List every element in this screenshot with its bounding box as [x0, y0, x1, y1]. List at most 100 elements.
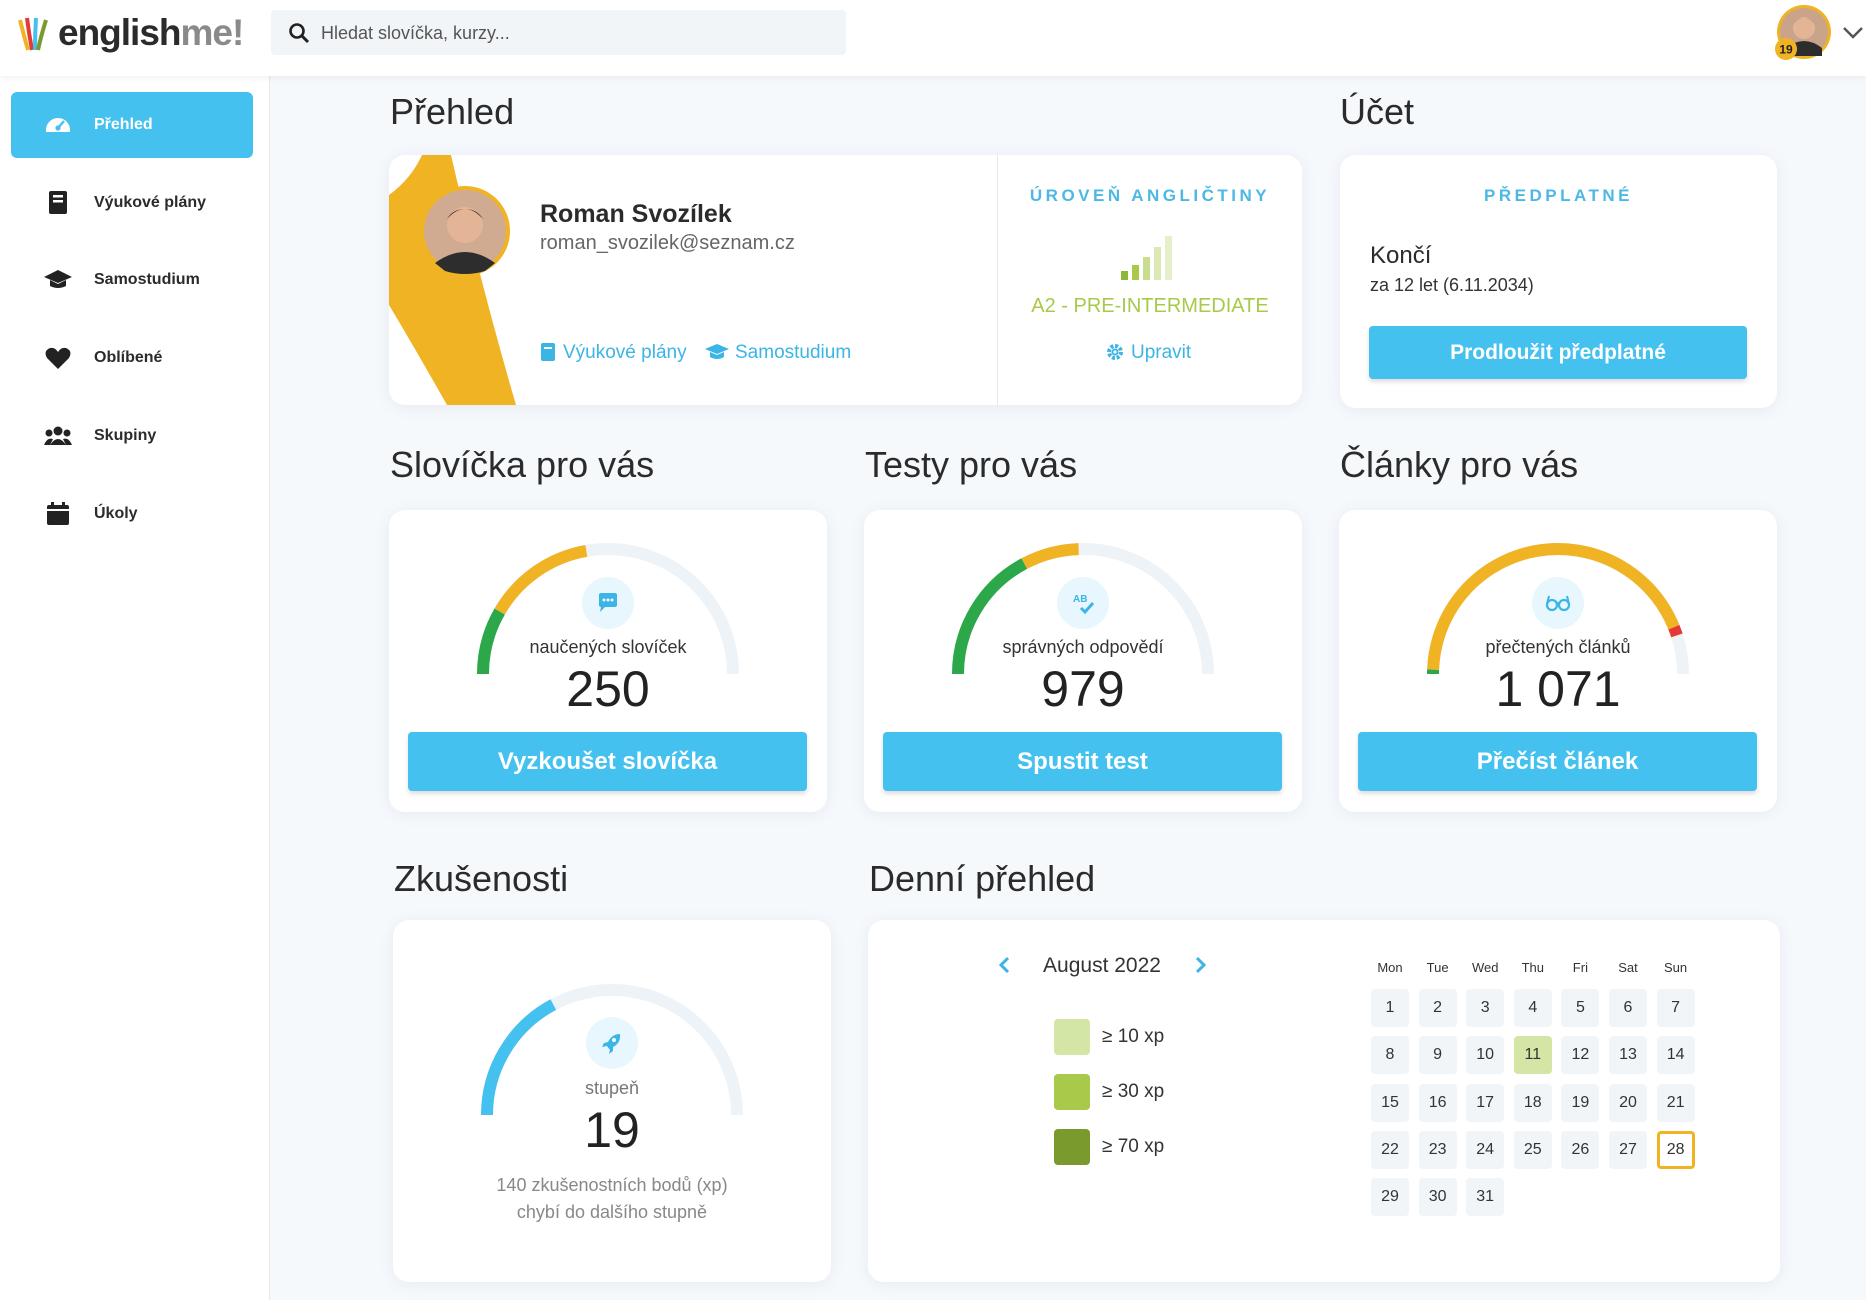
profile-link[interactable]: Samostudium	[735, 342, 852, 363]
user-menu[interactable]: 19	[1774, 4, 1866, 64]
action-button[interactable]: Spustit test	[883, 732, 1282, 791]
gauge-segment	[952, 558, 1028, 675]
account-card: PŘEDPLATNÉ Končí za 12 let (6.11.2034) P…	[1340, 155, 1777, 408]
stat-value: 979	[1041, 661, 1125, 717]
nav-item[interactable]: Skupiny	[11, 403, 253, 469]
legend-label: ≥ 10 xp	[1102, 1026, 1165, 1047]
nav-item[interactable]: Úkoly	[11, 481, 253, 547]
calendar-day[interactable]: 30	[1418, 1178, 1457, 1217]
experience-card: stupeň 19 140 zkušenostních bodů (xp) ch…	[393, 920, 831, 1282]
search-icon	[289, 23, 310, 44]
calendar-day[interactable]: 17	[1466, 1083, 1505, 1122]
calendar-day[interactable]: 13	[1609, 1036, 1647, 1075]
weekday: Mon	[1377, 960, 1403, 975]
logo-icon	[18, 17, 48, 51]
logo-main: english	[58, 12, 182, 53]
gauge-segment	[1668, 624, 1683, 638]
nav-icon	[44, 426, 72, 445]
search-placeholder: Hledat slovíčka, kurzy...	[321, 23, 510, 43]
gauge-icon	[1545, 595, 1571, 612]
nav-label: Výukové plány	[94, 193, 207, 211]
calendar-day[interactable]: 31	[1466, 1178, 1505, 1217]
section-title: Denní přehled	[869, 858, 1096, 899]
stat-value: 1 071	[1495, 661, 1621, 717]
calendar-day[interactable]: 23	[1418, 1130, 1457, 1169]
stat-card: AB správných odpovědí 979 Spustit test	[864, 510, 1302, 812]
action-button[interactable]: Přečíst článek	[1358, 732, 1757, 791]
logo[interactable]: englishme!	[58, 12, 244, 54]
gauge-icon	[602, 1034, 621, 1054]
calendar-day[interactable]: 1	[1371, 989, 1409, 1027]
calendar-day[interactable]: 22	[1371, 1130, 1409, 1169]
action-button[interactable]: Vyzkoušet slovíčka	[408, 732, 807, 791]
gauge-segment	[494, 544, 588, 615]
calendar-day[interactable]: 12	[1561, 1036, 1600, 1075]
calendar-day[interactable]: 7	[1656, 989, 1695, 1027]
legend-label: ≥ 30 xp	[1102, 1081, 1165, 1102]
calendar-day[interactable]: 6	[1609, 989, 1647, 1027]
nav-item[interactable]: Přehled	[11, 92, 253, 158]
calendar-day[interactable]: 8	[1371, 1036, 1409, 1075]
level-number: 19	[584, 1102, 640, 1158]
legend-swatch	[1054, 1074, 1090, 1110]
calendar-day[interactable]: 11	[1513, 1036, 1552, 1075]
gauge-icon	[599, 593, 617, 612]
edit-link[interactable]: Upravit	[1131, 342, 1192, 363]
calendar-day[interactable]: 21	[1656, 1083, 1695, 1122]
calendar-day[interactable]: 16	[1418, 1083, 1457, 1122]
xp-note: chybí do dalšího stupně	[516, 1202, 708, 1222]
calendar-day[interactable]: 24	[1466, 1130, 1505, 1169]
level-label: stupeň	[584, 1078, 640, 1098]
section-title: Zkušenosti	[394, 858, 569, 899]
top-bar: englishme! Hledat slovíčka, kurzy... 19	[0, 0, 1866, 76]
nav-icon	[44, 270, 72, 289]
calendar-day[interactable]: 5	[1561, 989, 1600, 1027]
calendar-day[interactable]: 20	[1609, 1083, 1647, 1122]
calendar-day[interactable]: 14	[1656, 1036, 1695, 1075]
nav-item[interactable]: Výukové plány	[11, 170, 253, 236]
nav-item[interactable]: Oblíbené	[11, 325, 253, 391]
extend-button[interactable]: Prodloužit předplatné	[1369, 326, 1747, 379]
stat-card: naučených slovíček 250 Vyzkoušet slovíčka	[389, 510, 827, 812]
stat-label: přečtených článků	[1485, 637, 1631, 657]
calendar-day[interactable]: 9	[1418, 1036, 1457, 1075]
level-icon	[1121, 236, 1172, 280]
gauge	[476, 543, 739, 675]
profile-card: Roman Svozílek roman_svozilek@seznam.cz …	[389, 155, 1302, 405]
calendar-day[interactable]: 27	[1609, 1130, 1647, 1169]
gauge: AB	[952, 543, 1214, 675]
calendar-day[interactable]: 25	[1513, 1130, 1552, 1169]
profile-link[interactable]: Výukové plány	[563, 342, 687, 363]
calendar-day[interactable]: 2	[1418, 989, 1457, 1027]
gauge-segment	[476, 608, 505, 675]
nav-icon	[47, 501, 69, 525]
gauge-segment	[1427, 543, 1680, 670]
divider	[997, 155, 998, 405]
calendar-day[interactable]: 19	[1561, 1083, 1600, 1122]
decoration	[389, 155, 516, 405]
prev-month[interactable]	[996, 955, 1014, 975]
calendar-day[interactable]: 4	[1513, 989, 1552, 1027]
calendar-day[interactable]: 3	[1466, 989, 1505, 1027]
subscription-heading: PŘEDPLATNÉ	[1484, 186, 1633, 205]
gauge-icon-bg	[1057, 577, 1109, 629]
next-month[interactable]	[1191, 955, 1209, 975]
nav-icon	[46, 118, 70, 132]
nav-item[interactable]: Samostudium	[11, 247, 253, 313]
calendar-day[interactable]: 26	[1561, 1130, 1600, 1169]
section-title: Účet	[1340, 91, 1415, 132]
section-title: Slovíčka pro vás	[390, 444, 655, 485]
calendar-day[interactable]: 28	[1656, 1130, 1695, 1169]
stat-value: 250	[566, 661, 650, 717]
calendar-day[interactable]: 15	[1371, 1083, 1409, 1122]
calendar-day[interactable]: 18	[1513, 1083, 1552, 1122]
gauge-icon: AB	[1073, 594, 1095, 615]
search-box[interactable]: Hledat slovíčka, kurzy...	[271, 10, 846, 55]
calendar-day[interactable]: 10	[1466, 1036, 1505, 1075]
weekday: Fri	[1572, 960, 1588, 975]
weekday: Wed	[1471, 960, 1499, 975]
calendar-day[interactable]: 29	[1371, 1178, 1409, 1217]
weekday: Sat	[1618, 960, 1638, 975]
month-label: August 2022	[1043, 954, 1161, 977]
avatar-badge: 19	[1779, 43, 1793, 57]
